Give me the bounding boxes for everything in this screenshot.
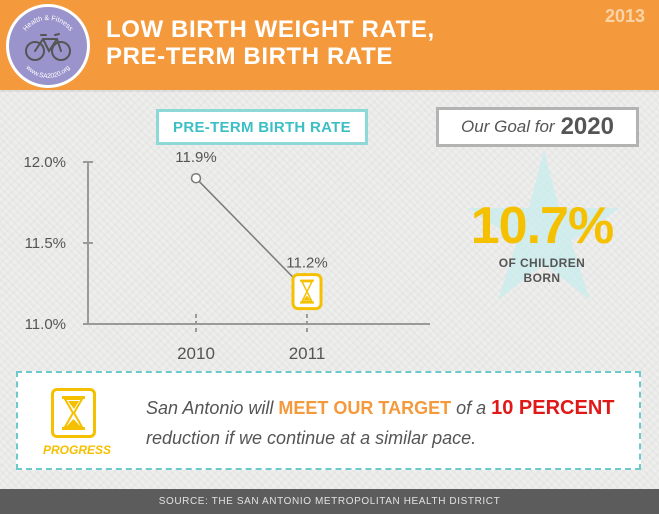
hourglass-icon (51, 388, 96, 438)
data-point (190, 172, 202, 184)
x-tick-label: 2011 (289, 344, 326, 363)
progress-panel: PROGRESS San Antonio will MEET OUR TARGE… (16, 371, 641, 470)
x-tick-label: 2010 (177, 344, 215, 363)
progress-highlight-percent: 10 PERCENT (491, 397, 615, 419)
goal-subtitle-line1: OF CHILDREN (498, 256, 586, 270)
data-label: 11.9% (175, 149, 216, 166)
sa2020-logo[interactable]: Health & Fitness www.SA2020.org (6, 4, 90, 88)
page-title: LOW BIRTH WEIGHT RATE, PRE-TERM BIRTH RA… (106, 16, 435, 70)
progress-text-part3: reduction if we continue at a similar pa… (146, 428, 477, 448)
series-line (195, 177, 308, 293)
goal-year: 2020 (560, 113, 614, 140)
progress-highlight-target: MEET OUR TARGET (278, 398, 452, 418)
report-year: 2013 (604, 6, 645, 26)
y-tick-label: 12.0% (23, 154, 66, 171)
progress-statement: San Antonio will MEET OUR TARGET of a 10… (146, 393, 624, 453)
y-tick-label: 11.0% (25, 316, 66, 333)
progress-text-part2: of a (451, 398, 492, 418)
page-title-line1: LOW BIRTH WEIGHT RATE, (106, 16, 435, 43)
progress-text-part1: San Antonio will (146, 398, 279, 418)
header-banner: Health & Fitness www.SA2020.org LOW BIRT… (0, 0, 659, 90)
y-tick-label: 11.5% (25, 235, 66, 252)
hourglass-graphic (62, 396, 85, 430)
goal-star-shape (468, 150, 620, 300)
goal-subtitle-line2: BORN (523, 271, 561, 285)
progress-label: PROGRESS (42, 443, 111, 457)
goal-subtitle: OF CHILDREN BORN (482, 256, 602, 286)
data-point-hourglass-icon (291, 273, 323, 311)
page-title-line2: PRE-TERM BIRTH RATE (106, 43, 393, 70)
chart-title: PRE-TERM BIRTH RATE (173, 118, 351, 136)
goal-label: Our Goal for (461, 117, 555, 136)
footer-source-text: SOURCE: THE SAN ANTONIO METROPOLITAN HEA… (158, 496, 501, 507)
chart-title-box: PRE-TERM BIRTH RATE (156, 109, 368, 145)
goal-value: 10.7% (470, 197, 614, 255)
logo-graphic: Health & Fitness www.SA2020.org (22, 15, 74, 80)
footer-source: SOURCE: THE SAN ANTONIO METROPOLITAN HEA… (0, 489, 659, 514)
data-label: 11.2% (286, 255, 327, 272)
bicycle-icon (25, 33, 71, 61)
goal-box: Our Goal for 2020 (436, 107, 639, 147)
